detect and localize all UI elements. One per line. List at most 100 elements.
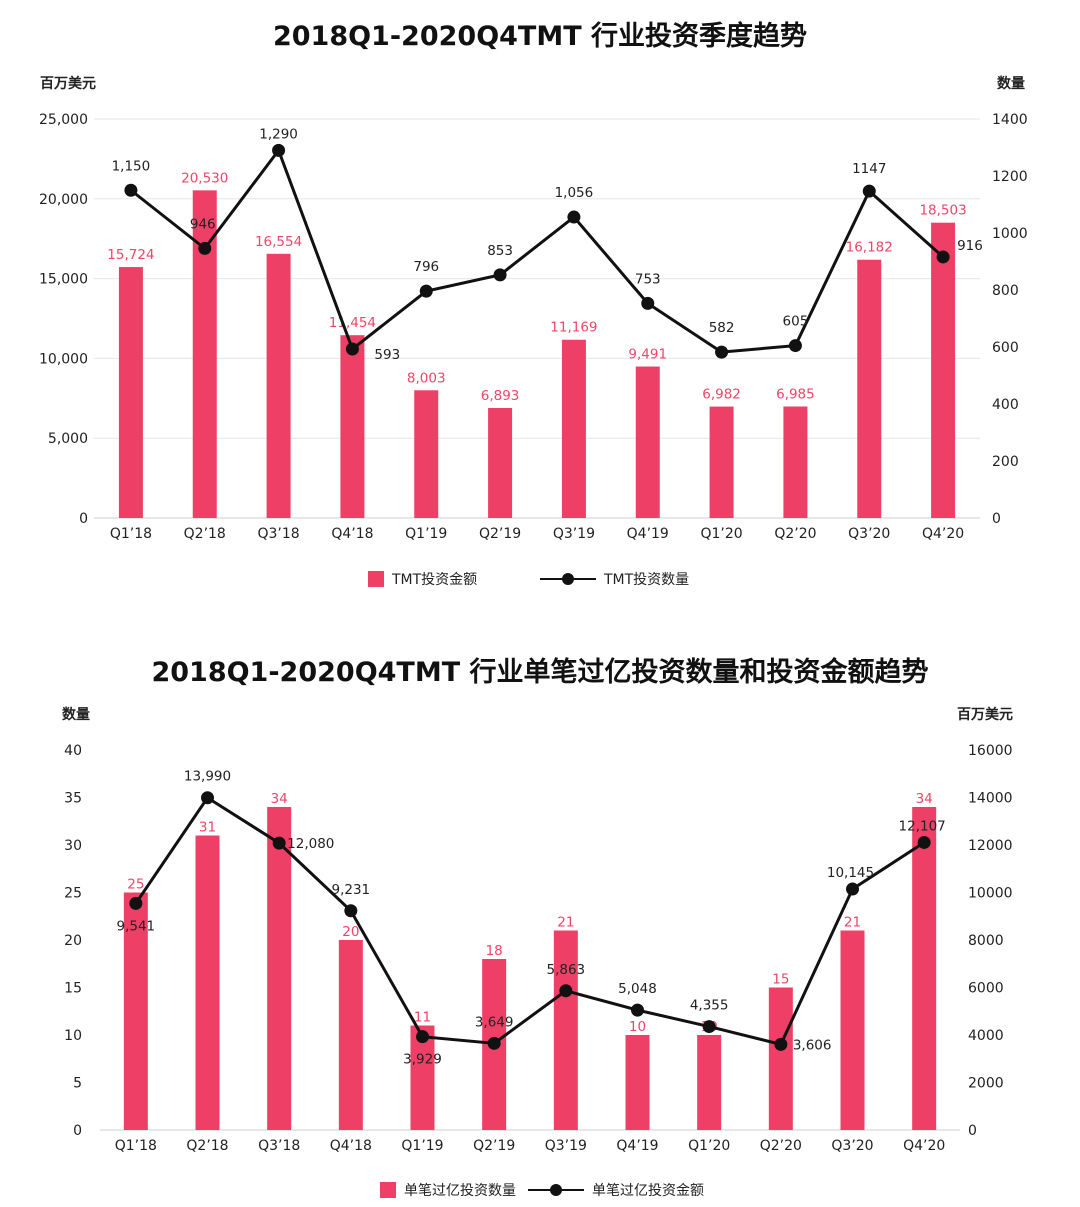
series-line xyxy=(129,147,945,354)
bar xyxy=(414,390,439,518)
x-tick-label: Q4’18 xyxy=(330,1138,372,1154)
y-right-tick-label: 600 xyxy=(992,340,1019,356)
line-point xyxy=(201,791,214,805)
bar-data-label: 34 xyxy=(271,791,288,807)
x-tick-label: Q2’18 xyxy=(186,1138,228,1154)
bar xyxy=(931,222,956,518)
y-right-tick-label: 200 xyxy=(992,454,1019,470)
line-point xyxy=(124,183,138,197)
bar-data-label: 16,182 xyxy=(846,240,893,256)
line-data-label: 946 xyxy=(190,216,216,232)
bar xyxy=(783,406,808,518)
line-point xyxy=(917,835,931,849)
line-data-label: 9,541 xyxy=(117,918,156,934)
x-tick-label: Q4’20 xyxy=(903,1138,945,1154)
series-line xyxy=(134,795,925,1047)
line-data-label: 853 xyxy=(487,243,513,259)
bar xyxy=(840,930,865,1130)
bar xyxy=(267,807,292,1130)
y-right-unit: 数量 xyxy=(997,75,1025,92)
bar xyxy=(118,267,143,518)
y-right-tick-label: 2000 xyxy=(968,1076,1004,1092)
x-tick-label: Q1’19 xyxy=(401,1138,443,1154)
x-tick-label: Q1’19 xyxy=(405,526,447,542)
line-point xyxy=(567,210,581,224)
legend-line-label: TMT投资数量 xyxy=(603,572,689,588)
line-point xyxy=(559,984,573,998)
y-left-tick-label: 20 xyxy=(64,933,82,949)
y-left-tick-label: 5,000 xyxy=(48,431,88,447)
y-right-tick-label: 6000 xyxy=(968,981,1004,997)
line-data-label: 5,863 xyxy=(547,962,586,978)
line-point xyxy=(641,296,655,310)
line-data-label: 5,048 xyxy=(618,981,657,997)
line-data-label: 9,231 xyxy=(332,882,371,898)
x-tick-label: Q3’18 xyxy=(258,1138,300,1154)
bar-data-label: 6,982 xyxy=(702,387,741,403)
bar xyxy=(625,1035,650,1130)
x-tick-label: Q2’20 xyxy=(760,1138,802,1154)
y-left-tick-label: 0 xyxy=(79,511,88,527)
x-tick-label: Q1’18 xyxy=(110,526,152,542)
x-tick-label: Q1’18 xyxy=(115,1138,157,1154)
y-right-tick-label: 1400 xyxy=(992,112,1028,128)
legend-line-marker xyxy=(562,573,574,585)
bar-data-label: 11 xyxy=(414,1010,431,1026)
line-point xyxy=(345,342,359,356)
bar xyxy=(488,407,513,518)
y-right-tick-label: 10000 xyxy=(968,886,1013,902)
bar-data-label: 11,169 xyxy=(550,320,597,336)
line-point xyxy=(715,345,729,359)
bar xyxy=(340,335,365,518)
bar-data-label: 8,003 xyxy=(407,370,446,386)
x-tick-label: Q4’18 xyxy=(331,526,373,542)
line-point xyxy=(774,1037,788,1051)
y-right-tick-label: 1000 xyxy=(992,226,1028,242)
bar xyxy=(195,835,220,1130)
y-left-unit: 数量 xyxy=(62,706,90,723)
bar xyxy=(768,987,793,1130)
bar xyxy=(123,892,148,1130)
line-data-label: 796 xyxy=(413,259,439,275)
line-data-label: 4,355 xyxy=(690,998,729,1014)
chart-canvas: 数量 百万美元 0 5 10 15 20 25 30 35 40 0 2000 4000 6000 8000 1… xyxy=(62,706,1013,1199)
x-tick-label: Q2’20 xyxy=(774,526,816,542)
y-left-unit: 百万美元 xyxy=(40,75,96,92)
y-right-tick-label: 4000 xyxy=(968,1028,1004,1044)
y-left-tick-label: 10 xyxy=(64,1028,82,1044)
x-tick-label: Q1’20 xyxy=(688,1138,730,1154)
line-data-label: 1,056 xyxy=(555,185,594,201)
x-tick-label: Q4’20 xyxy=(922,526,964,542)
line-point xyxy=(487,1036,501,1050)
y-left-tick-label: 25,000 xyxy=(39,112,88,128)
line-data-label: 13,990 xyxy=(184,769,231,785)
bar xyxy=(635,366,660,518)
y-left-tick-label: 0 xyxy=(73,1123,82,1139)
bar-data-label: 15,724 xyxy=(107,247,154,263)
x-tick-label: Q3’18 xyxy=(257,526,299,542)
y-left-tick-label: 5 xyxy=(73,1076,82,1092)
bar-data-label: 31 xyxy=(199,820,216,836)
bar-data-label: 20,530 xyxy=(181,170,228,186)
bar-data-label: 20 xyxy=(342,924,359,940)
y-right-tick-label: 16000 xyxy=(968,743,1013,759)
y-left-tick-label: 25 xyxy=(64,886,82,902)
y-right-tick-label: 8000 xyxy=(968,933,1004,949)
bar-data-label: 9,491 xyxy=(628,347,667,363)
bar-data-label: 25 xyxy=(127,877,144,893)
line-data-label: 1147 xyxy=(852,161,886,177)
line-point xyxy=(129,896,143,910)
bar xyxy=(553,930,578,1130)
line-data-label: 1,290 xyxy=(259,126,298,142)
bar-data-label: 16,554 xyxy=(255,234,302,250)
chart-canvas: 百万美元 数量 0 5,000 10,000 15,000 20,000 25,000 0 200… xyxy=(39,75,1028,588)
x-tick-label: Q1’20 xyxy=(700,526,742,542)
x-tick-label: Q3’20 xyxy=(848,526,890,542)
line-data-label: 753 xyxy=(635,271,661,287)
y-right-tick-label: 12000 xyxy=(968,838,1013,854)
line-data-label: 1,150 xyxy=(112,158,151,174)
x-tick-label: Q4’19 xyxy=(616,1138,658,1154)
x-tick-label: Q2’19 xyxy=(479,526,521,542)
y-right-tick-label: 1200 xyxy=(992,169,1028,185)
investment-trend-chart: 2018Q1-2020Q4TMT 行业投资季度趋势 百万美元 数量 0 5,000 10… xyxy=(0,0,1080,600)
